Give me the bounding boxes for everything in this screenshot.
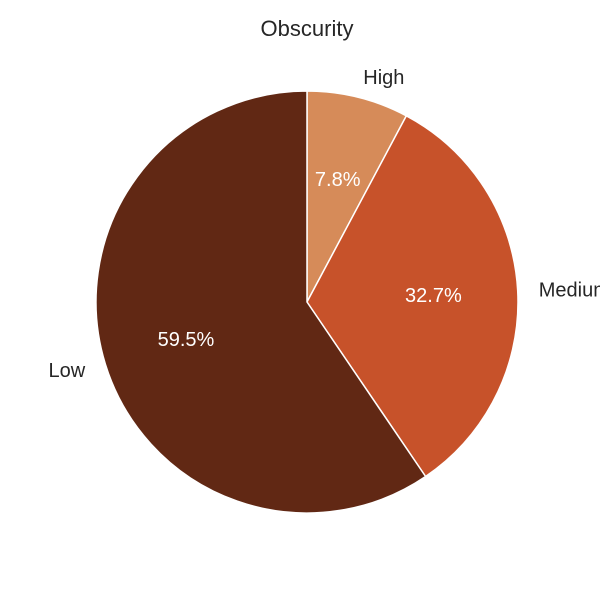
pie-slice-low <box>95 90 427 514</box>
chart-title: Obscurity <box>261 16 354 41</box>
pie-slice-medium <box>306 114 519 478</box>
slice-label-low: Low <box>48 360 85 382</box>
labels-layer: High 7.8% Medium 32.7% Low 59.5% <box>48 67 600 382</box>
pie-slice-high <box>306 90 408 303</box>
slice-label-high: High <box>363 67 404 89</box>
pct-label-high: 7.8% <box>315 169 361 191</box>
slice-label-medium: Medium <box>539 280 600 302</box>
pct-label-medium: 32.7% <box>405 285 462 307</box>
slices-layer <box>95 90 519 514</box>
pct-label-low: 59.5% <box>158 329 215 351</box>
